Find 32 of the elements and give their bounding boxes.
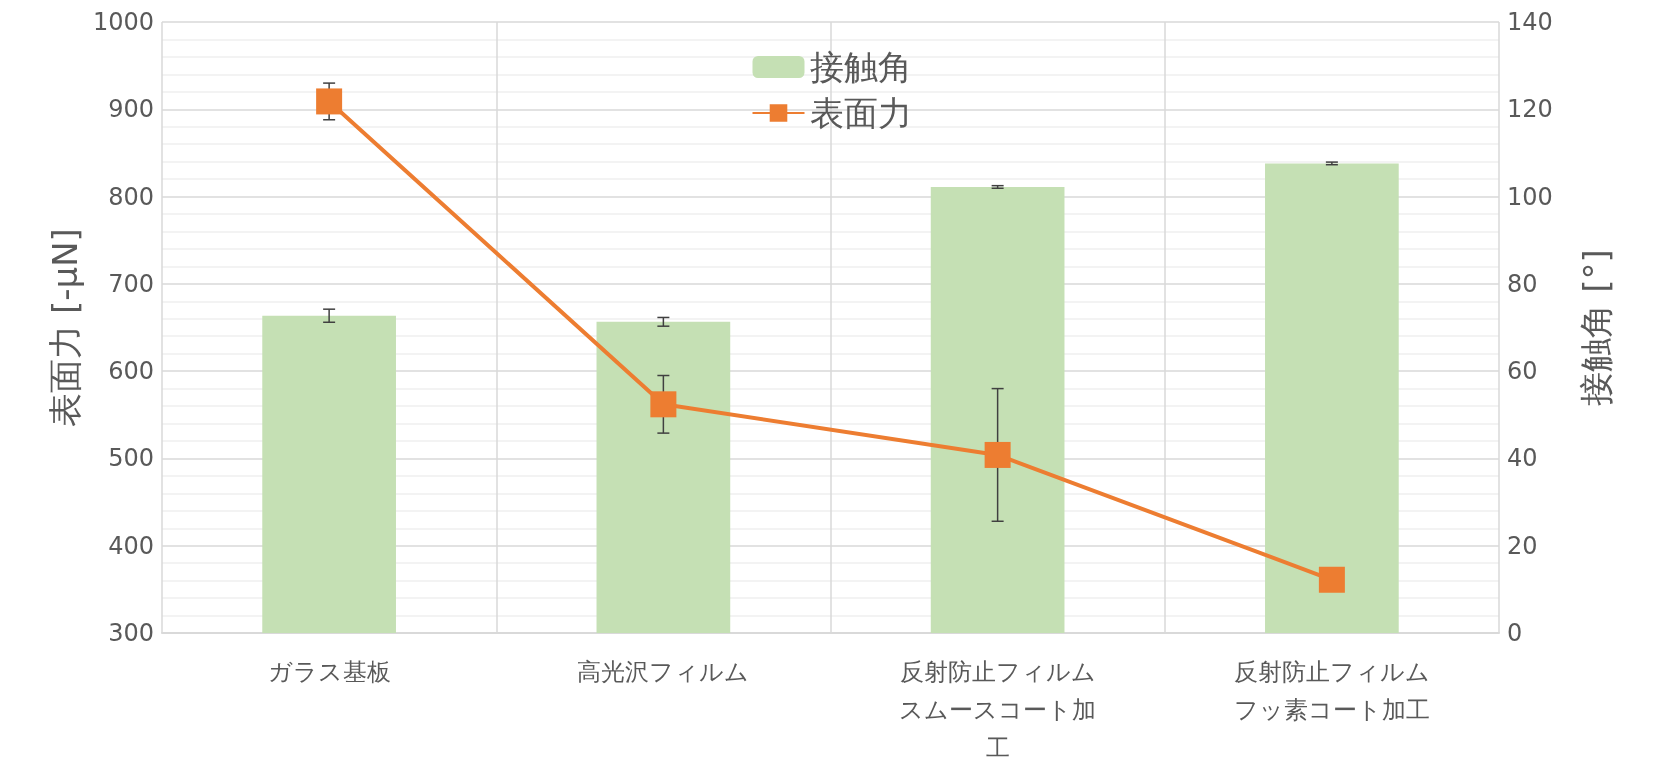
y-tick-label: 300 (108, 619, 154, 647)
y2-tick-label: 20 (1507, 531, 1538, 560)
bar (930, 186, 1065, 633)
y-tick-label: 900 (108, 95, 154, 124)
legend-label: 接触角 (809, 47, 912, 87)
y-tick-label: 700 (108, 269, 154, 298)
x-tick-label: 反射防止フィルムフッ素コート加工 (1233, 658, 1430, 724)
x-tick-label: 高光沢フィルム (577, 658, 750, 686)
y-tick-label: 500 (108, 444, 154, 473)
point (316, 88, 343, 115)
x-tick-label: 反射防止フィルムスムースコート加工 (899, 658, 1097, 762)
y2-tick-label: 0 (1507, 619, 1523, 647)
bar (262, 315, 396, 633)
x-tick-label: ガラス基板 (267, 658, 391, 686)
legend-label: 表面力 (809, 93, 912, 133)
bar (596, 321, 731, 633)
point (984, 441, 1011, 468)
y2-tick-label: 100 (1507, 182, 1553, 211)
y-axis-title: 表面力 [-μN] (45, 228, 85, 427)
y2-tick-label: 140 (1507, 8, 1553, 36)
y2-tick-label: 60 (1507, 357, 1538, 386)
y-tick-label: 800 (108, 182, 154, 211)
y2-tick-label: 120 (1507, 95, 1553, 124)
point (650, 391, 677, 418)
bar (1265, 163, 1399, 633)
point (1318, 566, 1345, 593)
y-tick-label: 600 (108, 357, 154, 386)
y-tick-label: 1000 (92, 8, 154, 36)
y-tick-label: 400 (108, 531, 154, 560)
y2-tick-label: 80 (1507, 269, 1538, 298)
y2-tick-label: 40 (1507, 444, 1538, 473)
y2-axis-title: 接触角 [°] (1576, 249, 1616, 406)
